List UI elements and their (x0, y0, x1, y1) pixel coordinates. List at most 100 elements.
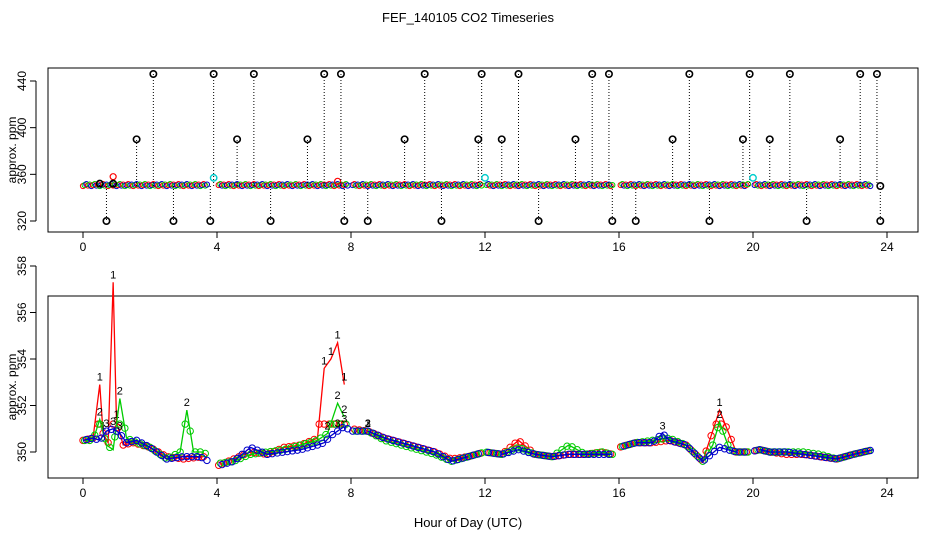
series-3-label: 3 (335, 418, 341, 430)
series-3-point (233, 454, 241, 463)
series-3-point (328, 430, 337, 439)
spike-point (169, 217, 178, 226)
series-2-point (251, 449, 260, 458)
series-1-label: 1 (716, 397, 722, 409)
series-3-point (449, 457, 457, 465)
series-2-point (794, 448, 802, 456)
series-2-point (668, 435, 677, 444)
series-3-point (730, 447, 739, 456)
series-3-point (243, 446, 251, 454)
series-3-point (504, 448, 513, 457)
x-tick-label: 0 (80, 240, 87, 254)
spike-point (765, 135, 774, 144)
bottom-x-axis: 0 4 8 12 16 20 24 (80, 477, 894, 500)
series-3-point (816, 452, 824, 461)
series-3-point (806, 451, 814, 459)
series-3-point (519, 447, 528, 455)
series-2-point (121, 424, 129, 432)
series-3-point (595, 450, 603, 459)
series-3-point (454, 455, 462, 464)
series-3-point (776, 448, 784, 456)
top-x-axis: 0 4 8 12 16 20 24 (80, 231, 894, 254)
x-tick-label: 12 (478, 240, 492, 254)
y-tick-label: 358 (15, 256, 29, 276)
series-2-point (558, 445, 566, 454)
series-3-point (359, 427, 367, 435)
series-3-point (675, 439, 683, 447)
y-tick-label: 400 (15, 117, 29, 137)
series-3-point (766, 448, 774, 456)
spike-point (588, 70, 597, 79)
series-3-point (650, 437, 658, 445)
series-3-point (685, 444, 694, 452)
y-tick-label: 356 (15, 302, 29, 322)
series-3-point (102, 427, 111, 435)
series-3-point (570, 450, 578, 459)
series-3-point (549, 452, 558, 461)
series-3-point (122, 439, 131, 447)
series-3-point (469, 451, 477, 459)
series-2-point (603, 449, 611, 457)
series-1-label: 1 (335, 330, 341, 342)
series-3-point (273, 449, 281, 457)
series-2-point (332, 420, 340, 428)
series-3-point (333, 427, 342, 435)
series-3-point (620, 442, 628, 450)
series-2-label: 2 (117, 386, 123, 398)
series-3-point (414, 443, 422, 452)
series-2-label: 2 (716, 409, 722, 421)
series-3-point (866, 446, 874, 455)
series-3-point (781, 448, 789, 456)
series-3-point (494, 450, 503, 458)
series-3-point (735, 448, 744, 456)
series-3-point (379, 433, 387, 442)
series-1-point (777, 449, 786, 458)
series-3-point (308, 442, 317, 451)
series-3-label: 3 (117, 420, 123, 432)
series-3-point (590, 450, 598, 459)
series-3-label: 3 (659, 420, 665, 432)
series-3-point (409, 442, 417, 450)
calibration-point (209, 173, 218, 182)
series-3-point (424, 446, 432, 454)
spike-point (856, 70, 865, 79)
spike-point (608, 217, 617, 226)
series-2-point (106, 443, 114, 452)
series-2-point (714, 423, 722, 432)
series-3-point (278, 448, 287, 456)
top-plot-frame (47, 67, 919, 233)
baseline-point (744, 181, 752, 188)
series-3-point (474, 450, 482, 458)
series-1-peak-point (334, 177, 342, 185)
series-3-point (836, 454, 844, 462)
series-3-point (851, 450, 859, 458)
series-2-point (719, 427, 727, 435)
series-3-point (529, 450, 538, 458)
series-3-point (364, 427, 372, 435)
series-2-point (231, 456, 240, 465)
bottom-panel: approx. ppm 0 4 8 12 16 20 24 350352354356358 … (5, 256, 919, 500)
spike-point (95, 179, 104, 188)
series-3-point (660, 431, 668, 439)
series-3-point (630, 439, 638, 447)
end-point (876, 182, 885, 191)
series-3-point (203, 456, 211, 465)
series-3-point (861, 447, 869, 456)
series-3-point (791, 449, 799, 457)
baseline-point (865, 181, 872, 188)
x-axis-label: Hour of Day (UTC) (414, 515, 522, 530)
series-3-point (605, 450, 613, 459)
calibration-point (749, 173, 757, 182)
series-3-point (384, 435, 392, 443)
series-3-point (348, 427, 357, 435)
series-3-point (338, 423, 347, 432)
series-3-point (750, 447, 759, 455)
series-2-point (96, 420, 104, 428)
spike-point (705, 217, 714, 226)
series-3-point (645, 439, 653, 447)
series-3-point (313, 441, 322, 449)
x-tick-label: 16 (612, 240, 626, 254)
series-3-point (740, 448, 749, 456)
